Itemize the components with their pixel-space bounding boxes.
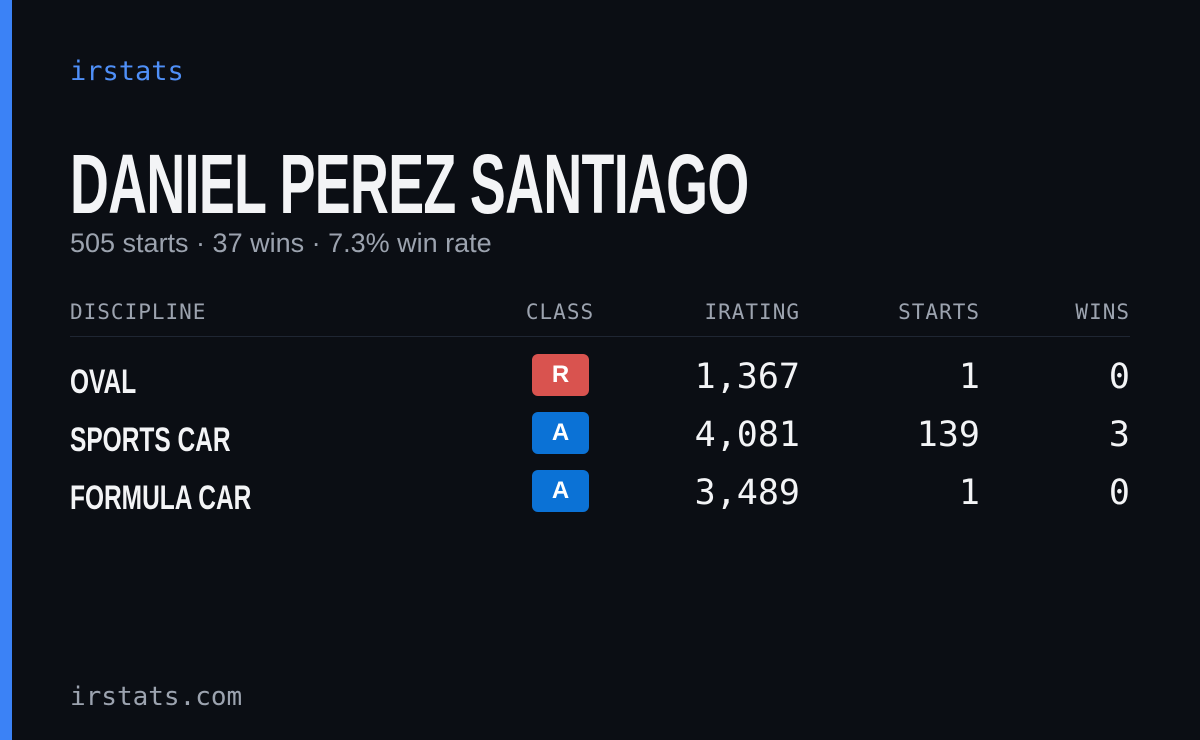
column-header: STARTS [898,300,980,324]
class-badge: A [532,470,589,512]
discipline: FORMULA CAR [70,479,252,517]
wins: 0 [1108,357,1130,397]
irating: 3,489 [694,473,800,513]
discipline: SPORTS CAR [70,421,231,459]
divider [70,336,1130,337]
irating: 4,081 [694,415,800,455]
starts: 1 [958,357,980,397]
discipline: OVAL [70,363,137,401]
starts: 1 [958,473,980,513]
column-header: DISCIPLINE [70,300,207,324]
summary: 505 starts · 37 wins · 7.3% win rate [70,228,492,258]
column-header: CLASS [525,300,595,324]
wins: 0 [1108,473,1130,513]
footer: irstats.com [70,682,243,712]
irating: 1,367 [694,357,800,397]
class-badge: A [532,412,589,454]
driver-name: DANIEL PEREZ SANTIAGO [70,137,749,231]
class-badge: R [532,354,589,396]
accent-bar [0,0,12,740]
wins: 3 [1108,415,1130,455]
starts: 139 [916,415,980,455]
column-header: IRATING [704,300,800,324]
brand: irstats [70,56,184,87]
column-header: WINS [1075,300,1130,324]
